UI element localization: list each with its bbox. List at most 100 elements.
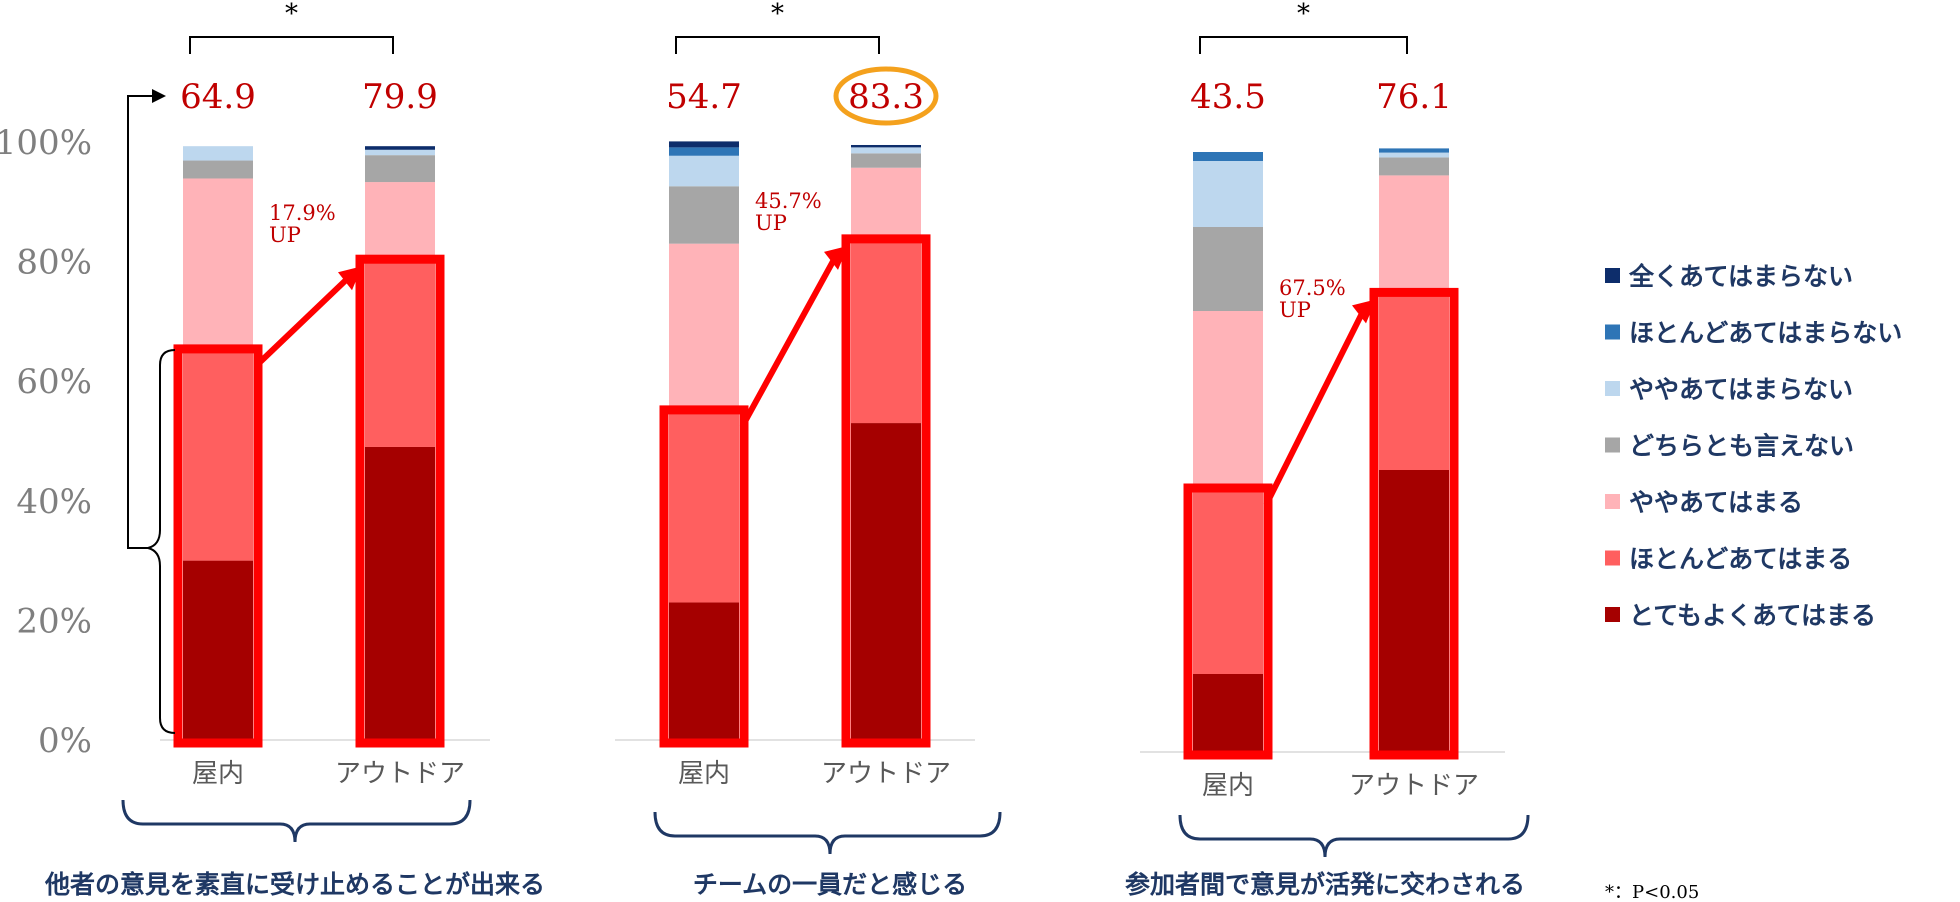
bar-segment [1193,227,1263,311]
bar-segment [365,146,435,150]
significance-note: *：P<0.05 [1605,882,1699,902]
bar-segment [851,423,921,740]
bar-segment [183,560,253,740]
y-tick-label: 20% [16,601,92,641]
increase-percent: 67.5% [1279,276,1346,300]
bar-segment [1379,175,1449,296]
increase-arrow-head [824,245,848,270]
legend-swatch [1605,437,1620,453]
bar-segment [365,262,435,447]
group-brace [1178,814,1530,858]
legend-label: ややあてはまる [1629,488,1803,517]
increase-arrow [253,274,353,369]
increase-arrow-head [338,266,362,291]
top2-highlight-box [1369,287,1459,760]
category-label: 屋内 [1202,771,1254,801]
significance-bracket [189,36,394,54]
bar-segment [669,412,739,603]
top2-pointer-head [152,89,166,103]
top2-highlight-box [1183,483,1273,760]
y-tick-label: 60% [16,362,92,402]
legend-label: 全くあてはまらない [1628,262,1853,291]
increase-up: UP [755,211,787,235]
significance-marker: * [771,0,784,29]
bar-segment [851,167,921,242]
significance-marker: * [285,0,298,29]
top2-total-label: 76.1 [1376,77,1452,117]
bar-segment [365,155,435,183]
bar-segment [183,178,253,352]
bar-segment [1379,152,1449,158]
top2-total-label: 43.5 [1190,77,1266,117]
legend-swatch [1605,494,1620,509]
top2-pointer-line [127,95,155,549]
increase-arrow [1263,308,1367,507]
top2-total-label: 83.3 [848,77,924,117]
bar-segment [851,144,921,148]
bar-segment [1379,148,1449,153]
bar-segment [1379,470,1449,752]
y-tick-label: 0% [38,721,92,761]
top2-highlight-box [173,344,263,748]
top2-total-label: 64.9 [180,77,256,117]
increase-percent: 17.9% [269,201,336,225]
bar-segment [365,446,435,740]
bar-segment [1379,157,1449,176]
legend-swatch [1605,324,1620,340]
bar-segment [183,160,253,179]
group-title: 他者の意見を素直に受け止めることが出来る [44,870,545,899]
top2-total-label: 54.7 [666,77,742,117]
bar-segment [1193,311,1263,491]
increase-arrow-head [1352,299,1376,324]
bar-segment [183,351,253,561]
bar-segment [183,146,253,161]
bar-segment [1193,674,1263,752]
top2-brace [147,349,176,734]
bar-segment [669,155,739,187]
y-tick-label: 100% [0,123,92,163]
bar-segment [365,149,435,156]
category-label: アウトドア [335,759,465,789]
legend-label: ややあてはまらない [1629,375,1853,404]
bar-segment [851,147,921,154]
category-label: アウトドア [1349,771,1479,801]
category-label: 屋内 [192,759,244,789]
group-brace [653,811,1002,855]
y-tick-label: 40% [16,482,92,522]
legend-swatch [1605,550,1620,566]
group-title: 参加者間で意見が活発に交わされる [1125,870,1525,899]
legend-swatch [1605,268,1620,283]
group-title: チームの一員だと感じる [693,870,967,899]
bar-segment [669,602,739,740]
bar-segment [669,141,739,148]
significance-marker: * [1297,0,1310,29]
legend-label: ほとんどあてはまらない [1629,319,1902,348]
legend-swatch [1605,607,1620,622]
bar-segment [851,241,921,424]
category-label: 屋内 [678,759,730,789]
top2-highlight-box [841,234,931,748]
bar-segment [1379,295,1449,470]
legend-label: とてもよくあてはまる [1629,601,1876,630]
increase-arrow [739,254,839,429]
y-tick-label: 80% [16,243,92,283]
top2-highlight-box [659,405,749,748]
group-brace [121,799,472,843]
legend-label: ほとんどあてはまる [1629,545,1852,574]
legend-label: どちらとも言えない [1629,432,1854,461]
increase-percent: 45.7% [755,189,822,213]
significance-bracket [1199,36,1408,54]
bar-segment [1193,161,1263,227]
category-label: アウトドア [821,759,951,789]
bar-segment [669,243,739,413]
bar-segment [365,182,435,263]
bar-segment [669,186,739,244]
bar-segment [669,147,739,156]
bar-segment [851,153,921,168]
increase-up: UP [269,223,301,247]
top2-highlight-box [355,254,445,748]
bar-segment [1193,152,1263,161]
top2-total-label: 79.9 [362,77,438,117]
bar-segment [1193,491,1263,674]
